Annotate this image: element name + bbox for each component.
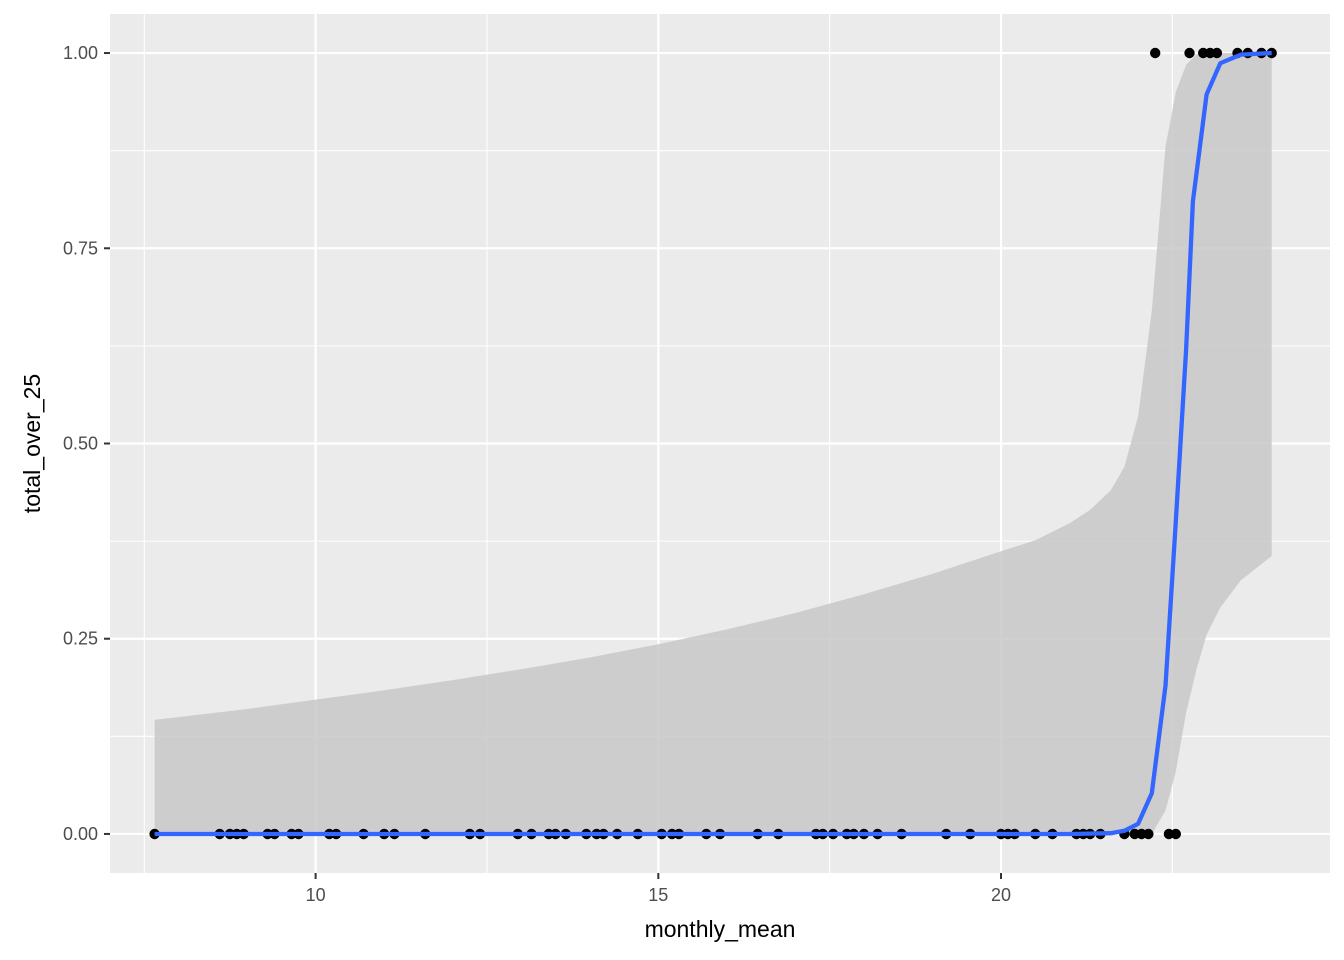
confidence-ribbon — [154, 53, 1272, 834]
y-tick-label: 0.50 — [63, 434, 98, 454]
data-point — [1170, 828, 1182, 840]
x-axis: 10 15 20 — [306, 873, 1011, 905]
data-point — [1211, 47, 1223, 59]
x-axis-title: monthly_mean — [645, 916, 796, 942]
y-axis: 0.00 0.25 0.50 0.75 1.00 — [63, 43, 110, 844]
y-axis-title: total_over_25 — [19, 374, 45, 513]
y-tick-label: 0.25 — [63, 629, 98, 649]
fit-line — [154, 50, 1272, 837]
data-point — [1143, 828, 1154, 840]
data-point — [1150, 47, 1161, 59]
y-tick-label: 0.75 — [63, 238, 98, 258]
y-tick-label: 1.00 — [63, 43, 98, 63]
y-tick-label: 0.00 — [63, 824, 98, 844]
x-tick-label: 15 — [648, 885, 668, 905]
x-tick-label: 20 — [991, 885, 1011, 905]
x-tick-label: 10 — [306, 885, 326, 905]
data-point — [1184, 47, 1195, 59]
